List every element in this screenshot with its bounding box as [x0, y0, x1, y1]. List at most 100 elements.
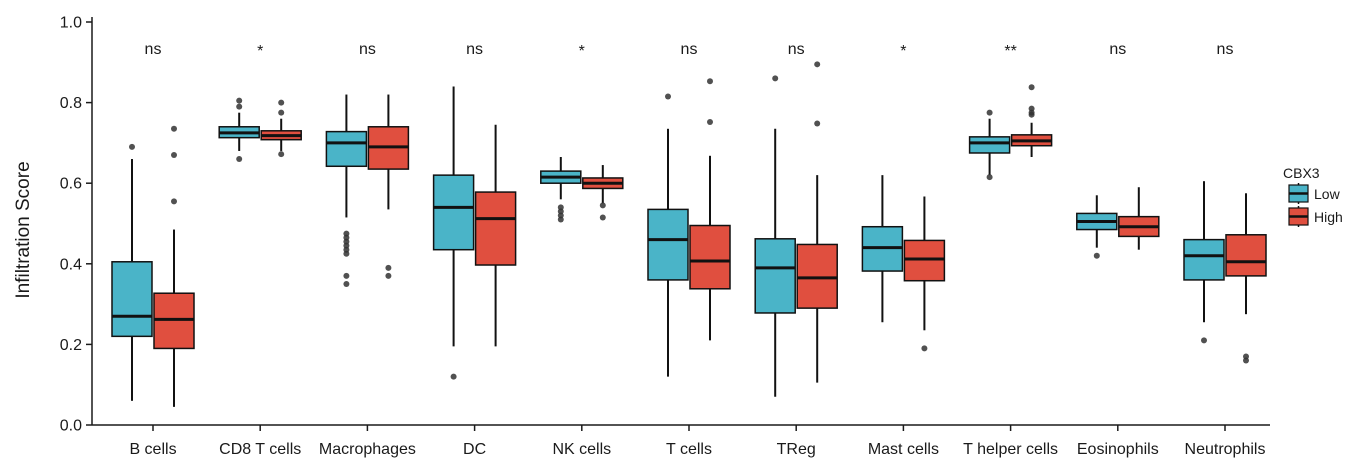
box-low-eosinophils [1076, 195, 1118, 259]
outlier-point [171, 198, 177, 205]
significance-label: * [257, 43, 263, 60]
outlier-point [921, 345, 928, 352]
box-low-macrophages [325, 94, 368, 287]
box-high-mast-cells [903, 196, 946, 352]
x-tick-label: CD8 T cells [219, 441, 301, 458]
outlier-point [450, 373, 457, 380]
outlier-point [986, 174, 993, 181]
box-iqr [474, 191, 517, 266]
x-tick-label: T helper cells [963, 441, 1058, 458]
x-tick-label: T cells [666, 441, 712, 458]
outlier-point [278, 109, 285, 116]
box-iqr [111, 261, 153, 338]
legend-key-high: High [1288, 206, 1343, 227]
x-tick-label: NK cells [552, 441, 611, 458]
box-high-treg [796, 61, 838, 383]
legend-label: High [1314, 209, 1343, 225]
outlier-point [665, 93, 671, 100]
significance-label: ns [359, 41, 376, 58]
outlier-point [385, 264, 392, 271]
outlier-point [707, 78, 713, 85]
box-iqr [796, 243, 838, 309]
y-tick-label: 0.6 [60, 176, 82, 193]
box-high-cd8-t-cells [260, 99, 302, 158]
outlier-point [278, 151, 285, 158]
box-high-neutrophils [1225, 193, 1267, 364]
box-low-b-cells [111, 143, 153, 401]
outlier-point [557, 204, 564, 211]
box-iqr [754, 238, 796, 314]
box-low-t-cells [647, 93, 689, 377]
outlier-point [171, 125, 177, 132]
boxes [111, 61, 1267, 407]
outlier-point [236, 156, 243, 163]
significance-label: * [579, 43, 585, 60]
significance-label: ns [466, 41, 483, 58]
y-tick-label: 1.0 [60, 15, 82, 32]
axes: 0.0 0.2 0.4 0.6 0.8 1.0 B cells CD8 T cells Macr… [60, 15, 1270, 458]
box-high-nk-cells [582, 165, 624, 221]
outlier-point [236, 97, 243, 104]
x-tick-label: B cells [129, 441, 176, 458]
box-iqr [1225, 234, 1267, 277]
box-iqr [325, 130, 368, 168]
box-iqr [903, 239, 946, 282]
outlier-point [129, 143, 135, 150]
x-tick-label: Mast cells [868, 441, 939, 458]
outlier-point [236, 103, 243, 110]
outlier-point [385, 272, 392, 279]
box-iqr [647, 208, 689, 281]
box-low-t-helper-cells [968, 109, 1011, 181]
legend-label: Low [1314, 186, 1341, 202]
outlier-point [1028, 105, 1035, 112]
outlier-point [1093, 252, 1100, 259]
outlier-point [278, 99, 285, 106]
box-iqr [968, 136, 1011, 154]
x-tick-label: Macrophages [319, 441, 416, 458]
box-iqr [1183, 238, 1225, 281]
y-tick-label: 0.0 [60, 418, 82, 435]
box-high-t-cells [689, 78, 731, 341]
box-high-eosinophils [1118, 187, 1160, 250]
x-tick-label: Neutrophils [1185, 441, 1266, 458]
significance-label: ** [1004, 43, 1016, 60]
significance-label: ns [145, 41, 162, 58]
outlier-point [814, 61, 821, 68]
outlier-point [814, 120, 821, 127]
significance-label: ns [788, 41, 805, 58]
legend-title: CBX3 [1283, 165, 1320, 181]
y-axis-label: Infiltration Score [13, 161, 34, 298]
outlier-point [986, 109, 993, 116]
outlier-point [343, 272, 350, 279]
box-high-b-cells [153, 125, 195, 407]
x-tick-label: DC [463, 441, 486, 458]
significance-label: * [900, 43, 906, 60]
x-tick-label: TReg [777, 441, 816, 458]
box-high-dc [474, 124, 517, 347]
significance-labels: ns * ns ns * ns ns * ** ns ns [145, 41, 1234, 60]
y-tick-label: 0.8 [60, 95, 82, 112]
y-tick-label: 0.2 [60, 337, 82, 354]
box-high-macrophages [367, 94, 410, 279]
box-low-nk-cells [540, 157, 582, 223]
x-tick-label: Eosinophils [1077, 441, 1159, 458]
legend-key-low: Low [1288, 183, 1341, 204]
box-low-treg [754, 75, 796, 397]
outlier-point [599, 202, 606, 209]
box-iqr [689, 224, 731, 290]
box-low-mast-cells [861, 175, 904, 323]
outlier-point [343, 280, 350, 287]
legend: CBX3 Low High [1283, 165, 1343, 227]
outlier-point [772, 75, 779, 82]
outlier-point [171, 151, 177, 158]
box-iqr [432, 174, 475, 251]
outlier-point [707, 118, 713, 125]
significance-label: ns [681, 41, 698, 58]
significance-label: ns [1217, 41, 1234, 58]
outlier-point [343, 230, 350, 237]
box-low-dc [432, 86, 475, 380]
outlier-point [1243, 353, 1249, 360]
outlier-point [1201, 337, 1207, 344]
outlier-point [1028, 84, 1035, 91]
